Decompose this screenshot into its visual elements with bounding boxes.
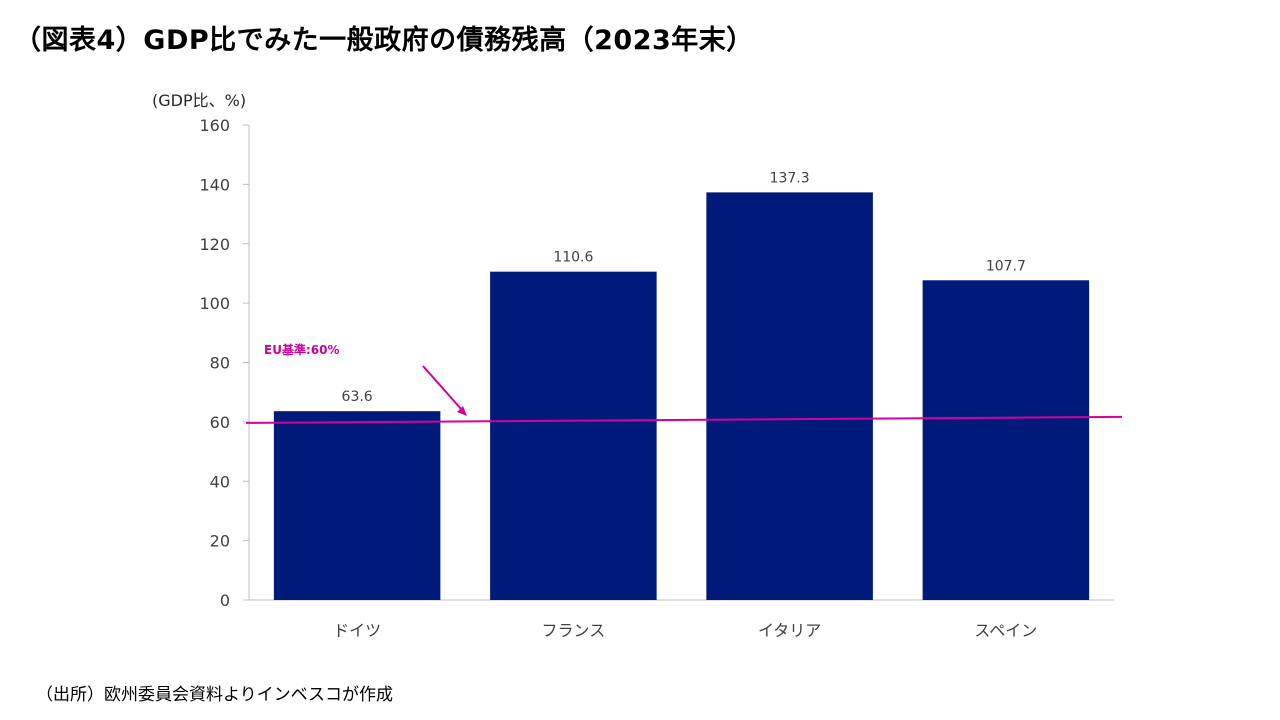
data-label: 137.3: [770, 170, 810, 186]
x-category-label: ドイツ: [333, 621, 381, 640]
y-tick-label: 160: [199, 116, 230, 135]
x-category-label: スペイン: [974, 621, 1037, 640]
page-title: （図表4）GDP比でみた一般政府の債務残高（2023年末）: [14, 25, 754, 56]
bar-4: [922, 280, 1090, 600]
bar-3: [706, 192, 873, 600]
y-axis-ticks: 0 20 40 60 80 100 120 140 160: [199, 116, 249, 610]
y-tick-label: 120: [199, 235, 230, 254]
y-tick-label: 80: [210, 354, 230, 373]
reference-line: [245, 415, 1123, 424]
x-category-label: イタリア: [758, 621, 821, 640]
y-tick-label: 60: [210, 413, 230, 432]
y-tick-label: 100: [199, 294, 230, 313]
x-category-label: フランス: [542, 621, 606, 640]
reference-line-group: EU基準:60%: [245, 342, 1123, 424]
data-label: 63.6: [342, 389, 373, 405]
bar-2: [490, 271, 657, 600]
annotation-arrow-head: [457, 406, 467, 416]
annotation-arrow-line: [422, 365, 463, 411]
data-label: 110.6: [553, 250, 593, 266]
y-tick-label: 40: [210, 472, 230, 491]
y-tick-label: 140: [199, 175, 230, 194]
bars-group: 63.6 ドイツ 110.6 フランス 137.3 イタリア 107.7 スペイン: [273, 170, 1090, 640]
y-tick-label: 20: [210, 532, 230, 551]
reference-line-label: EU基準:60%: [264, 342, 339, 357]
data-label: 107.7: [986, 258, 1026, 274]
y-axis-unit-label: (GDP比、%): [152, 91, 246, 110]
source-note: （出所）欧州委員会資料よりインベスコが作成: [36, 685, 393, 705]
bar-1: [273, 411, 441, 600]
y-tick-label: 0: [220, 591, 230, 610]
